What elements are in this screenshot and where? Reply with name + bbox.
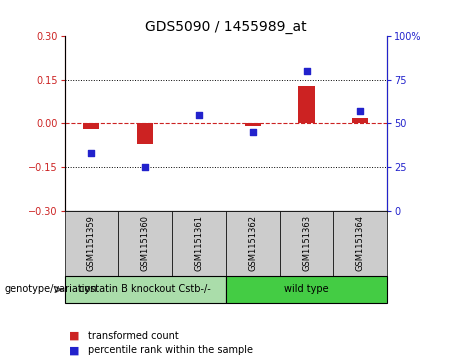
Text: GSM1151364: GSM1151364 xyxy=(356,215,365,271)
Text: GSM1151363: GSM1151363 xyxy=(302,215,311,271)
Text: GSM1151359: GSM1151359 xyxy=(87,215,96,271)
Text: ■: ■ xyxy=(69,331,79,341)
Bar xyxy=(352,118,368,123)
Text: ■: ■ xyxy=(69,345,79,355)
Bar xyxy=(137,123,153,144)
Text: GSM1151361: GSM1151361 xyxy=(195,215,203,271)
Point xyxy=(88,150,95,156)
Text: wild type: wild type xyxy=(284,285,329,294)
Point xyxy=(303,68,310,74)
Text: cystatin B knockout Cstb-/-: cystatin B knockout Cstb-/- xyxy=(79,285,211,294)
Bar xyxy=(226,276,387,303)
Bar xyxy=(280,211,333,276)
Point xyxy=(195,112,203,118)
Point xyxy=(357,108,364,114)
Bar xyxy=(83,123,100,129)
Bar xyxy=(298,86,314,123)
Bar xyxy=(65,211,118,276)
Point xyxy=(249,129,256,135)
Text: transformed count: transformed count xyxy=(88,331,178,341)
Bar xyxy=(118,211,172,276)
Bar xyxy=(172,211,226,276)
Title: GDS5090 / 1455989_at: GDS5090 / 1455989_at xyxy=(145,20,307,34)
Bar xyxy=(245,123,261,126)
Bar xyxy=(65,276,226,303)
Text: percentile rank within the sample: percentile rank within the sample xyxy=(88,345,253,355)
Bar xyxy=(226,211,280,276)
Text: genotype/variation: genotype/variation xyxy=(5,285,97,294)
Point xyxy=(142,164,149,170)
Bar xyxy=(333,211,387,276)
Text: GSM1151362: GSM1151362 xyxy=(248,215,257,271)
Text: GSM1151360: GSM1151360 xyxy=(141,215,150,271)
